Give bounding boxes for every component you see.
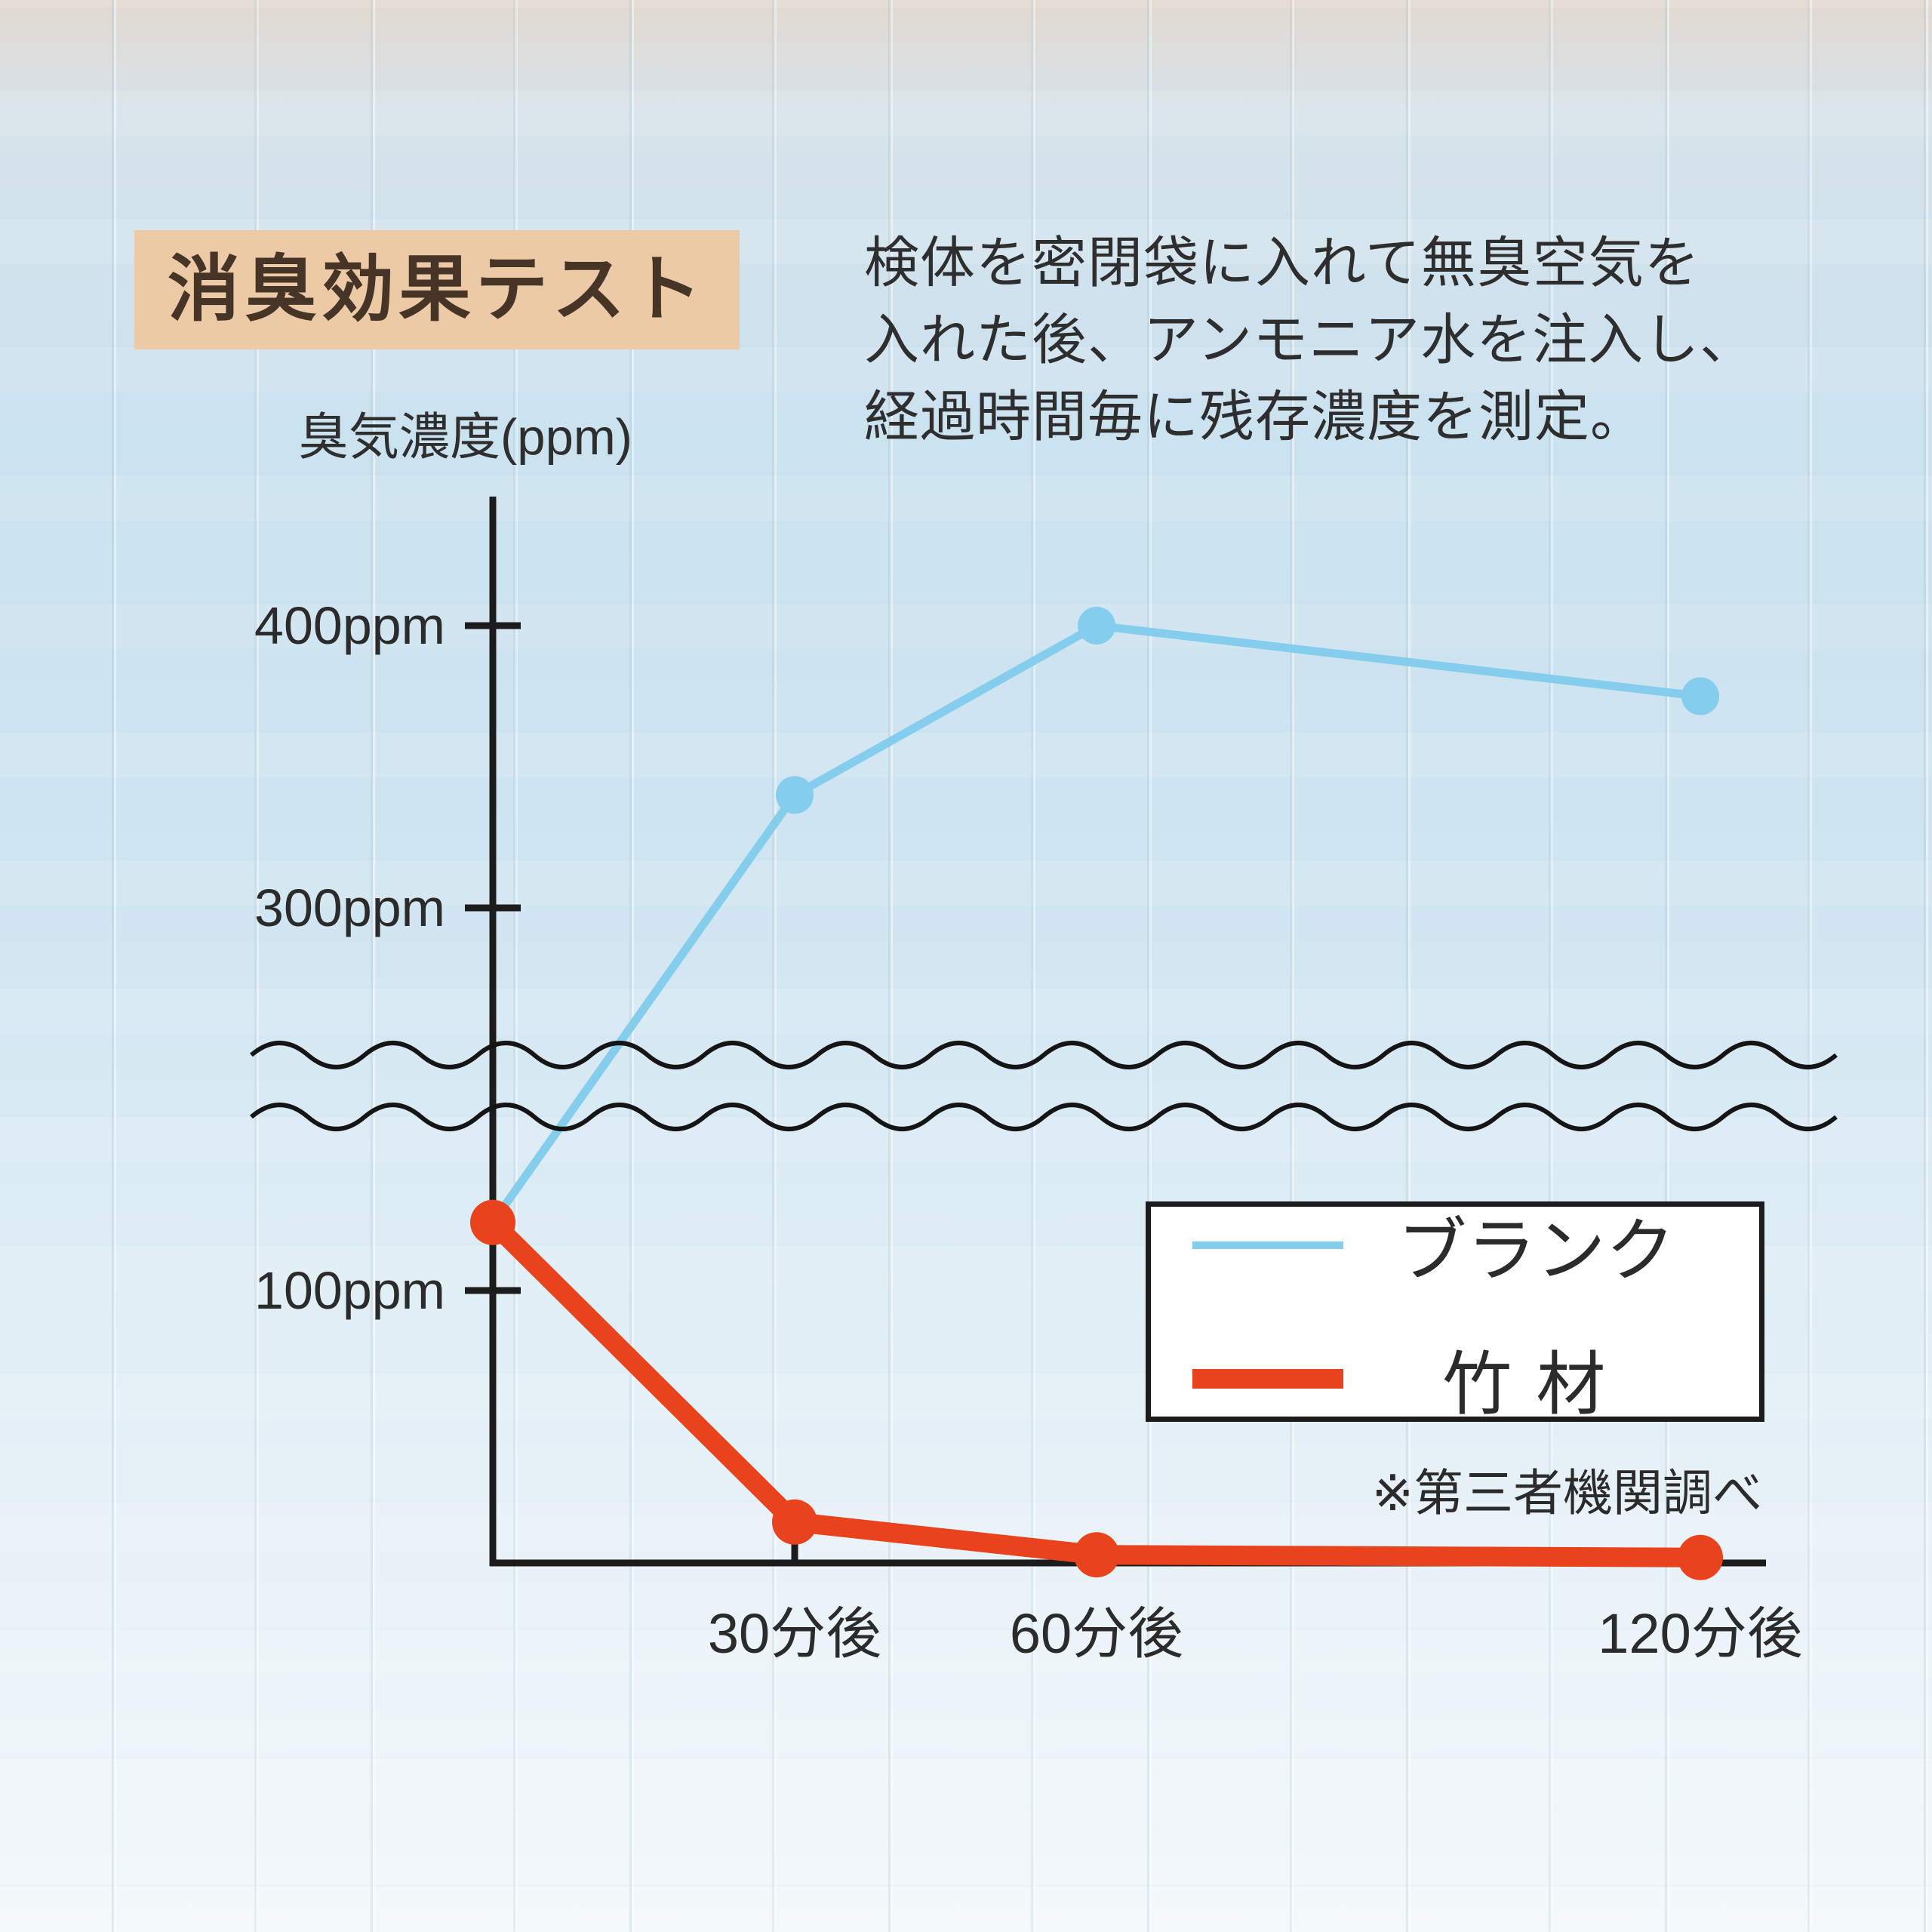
y-tick-label-400: 400ppm <box>254 596 445 655</box>
series-line-blank <box>488 621 1705 1227</box>
series-line-bamboo <box>483 1212 1710 1567</box>
data-point-bamboo <box>1074 1532 1119 1578</box>
x-tick-label-60min: 60分後 <box>1009 1602 1184 1665</box>
data-point-bamboo <box>470 1199 515 1245</box>
legend: ブランク 竹材 <box>1146 1201 1764 1423</box>
x-tick-label-120min: 120分後 <box>1598 1602 1803 1665</box>
legend-label-bamboo: 竹材 <box>1442 1346 1630 1423</box>
data-point-bamboo <box>1678 1534 1723 1580</box>
y-tick-label-300: 300ppm <box>254 878 445 937</box>
data-point-blank <box>1078 607 1115 645</box>
legend-item-blank: ブランク <box>1192 1195 1729 1295</box>
legend-line-bamboo-icon <box>1192 1368 1343 1389</box>
legend-line-blank-icon <box>1192 1241 1343 1249</box>
page-title: 消臭効果テスト <box>134 230 740 349</box>
legend-item-bamboo: 竹材 <box>1192 1328 1729 1429</box>
data-point-blank <box>1681 677 1719 715</box>
third-party-note: ※第三者機関調べ <box>1371 1465 1762 1521</box>
test-description: 検体を密閉袋に入れて無臭空気を 入れた後、アンモニア水を注入し、 経過時間毎に残… <box>864 232 1756 448</box>
y-axis-label: 臭気濃度(ppm) <box>298 409 632 466</box>
data-point-blank <box>776 776 814 814</box>
axis-break-wave-top <box>250 1041 1838 1069</box>
legend-label-blank: ブランク <box>1397 1213 1675 1290</box>
x-tick-label-30min: 30分後 <box>707 1602 882 1665</box>
data-point-bamboo <box>772 1499 817 1545</box>
axis-break-wave-bottom <box>250 1103 1838 1131</box>
y-tick-label-100: 100ppm <box>254 1261 445 1320</box>
